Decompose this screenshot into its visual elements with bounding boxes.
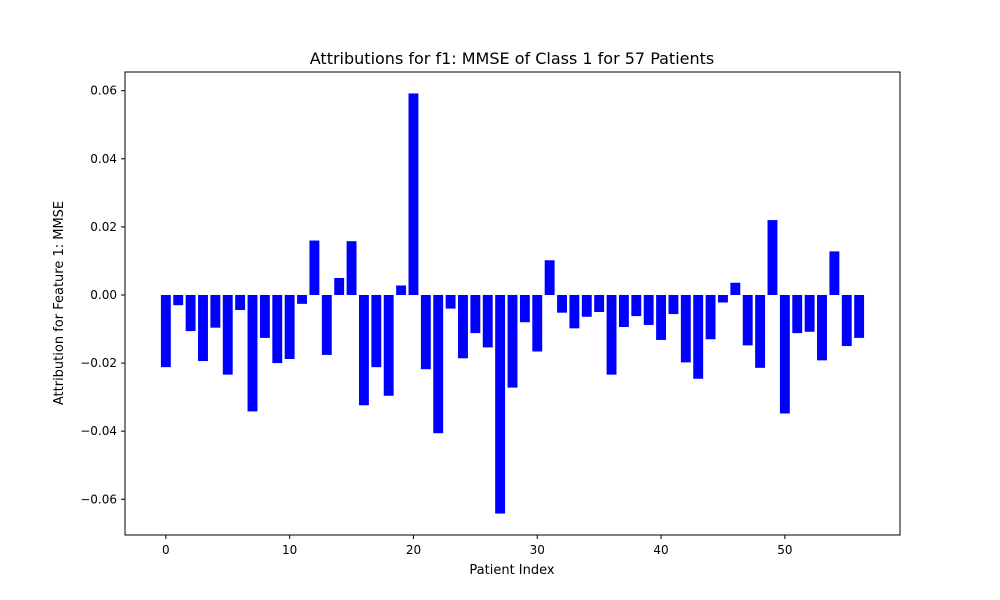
bar-patient-38 <box>631 294 642 317</box>
bar-patient-56 <box>854 294 865 338</box>
bar-patient-11 <box>297 294 307 304</box>
bar-patient-15 <box>346 241 357 295</box>
bar-patient-14 <box>334 277 345 295</box>
bar-patient-54 <box>829 251 840 295</box>
bar-patient-24 <box>458 294 468 359</box>
bar-patient-39 <box>643 294 654 325</box>
bar-patient-36 <box>606 294 617 375</box>
bar-patient-19 <box>396 285 407 295</box>
bar-patient-10 <box>284 294 295 359</box>
x-tick-label: 10 <box>282 543 297 557</box>
bar-patient-35 <box>594 294 605 313</box>
x-tick-label: 0 <box>162 543 170 557</box>
y-tick-label: 0.04 <box>90 152 117 166</box>
bar-patient-30 <box>532 294 543 352</box>
bar-patient-43 <box>693 294 704 379</box>
plot-frame <box>124 71 901 536</box>
chart-title: Attributions for f1: MMSE of Class 1 for… <box>310 49 714 68</box>
bar-patient-25 <box>470 294 481 334</box>
y-tick-label: −0.02 <box>80 356 117 370</box>
bar-patient-42 <box>680 294 691 363</box>
bar-patient-51 <box>792 294 803 334</box>
bar-patient-55 <box>841 294 852 347</box>
bar-patient-49 <box>767 220 778 295</box>
bar-patient-5 <box>222 294 233 375</box>
y-tick-label: −0.06 <box>80 492 117 506</box>
bars-group <box>160 93 865 514</box>
bar-patient-32 <box>557 294 567 313</box>
x-tick-label: 20 <box>406 543 421 557</box>
x-tick-label: 30 <box>530 543 545 557</box>
bar-patient-9 <box>272 294 283 364</box>
bar-patient-4 <box>210 294 221 328</box>
bar-patient-47 <box>742 294 753 346</box>
bar-patient-50 <box>779 294 790 414</box>
x-tick-label: 50 <box>777 543 792 557</box>
y-tick-label: 0.02 <box>90 220 117 234</box>
bar-patient-13 <box>321 294 332 355</box>
y-axis-label: Attribution for Feature 1: MMSE <box>52 201 67 405</box>
bar-patient-22 <box>433 294 444 434</box>
bar-patient-23 <box>445 294 456 309</box>
bar-patient-20 <box>408 93 419 295</box>
bar-patient-27 <box>495 294 506 514</box>
bar-patient-37 <box>618 294 629 327</box>
y-tick-label: 0.00 <box>90 288 117 302</box>
bar-patient-6 <box>235 294 246 310</box>
bar-patient-28 <box>507 294 518 388</box>
bar-patient-29 <box>519 294 530 323</box>
x-axis-ticks: 0 10 20 30 40 50 <box>162 535 793 557</box>
bar-patient-26 <box>482 294 493 348</box>
bar-patient-16 <box>358 294 369 406</box>
bar-patient-34 <box>581 294 592 317</box>
y-tick-label: 0.06 <box>90 84 117 98</box>
bar-patient-53 <box>817 294 827 361</box>
bar-patient-0 <box>160 294 171 368</box>
bar-patient-12 <box>309 240 320 295</box>
bar-patient-7 <box>247 294 258 412</box>
bar-patient-3 <box>198 294 208 362</box>
bar-patient-8 <box>259 294 270 338</box>
bar-patient-1 <box>173 294 184 306</box>
bar-patient-46 <box>730 282 741 295</box>
bar-patient-52 <box>804 294 815 332</box>
bar-patient-2 <box>185 294 196 332</box>
bar-patient-45 <box>718 294 728 303</box>
bar-patient-40 <box>656 294 667 340</box>
bar-patient-41 <box>668 294 679 315</box>
x-tick-label: 40 <box>653 543 668 557</box>
bar-patient-44 <box>705 294 716 340</box>
bar-patient-33 <box>569 294 580 329</box>
y-tick-label: −0.04 <box>80 424 117 438</box>
y-axis-ticks: −0.06 −0.04 −0.02 0.00 0.02 0.04 0.06 <box>80 84 125 506</box>
bar-patient-31 <box>544 260 555 295</box>
bar-patient-21 <box>420 294 431 370</box>
bar-patient-48 <box>755 294 766 368</box>
x-axis-label: Patient Index <box>469 563 554 578</box>
bar-patient-18 <box>383 294 394 396</box>
bar-patient-17 <box>371 294 382 368</box>
